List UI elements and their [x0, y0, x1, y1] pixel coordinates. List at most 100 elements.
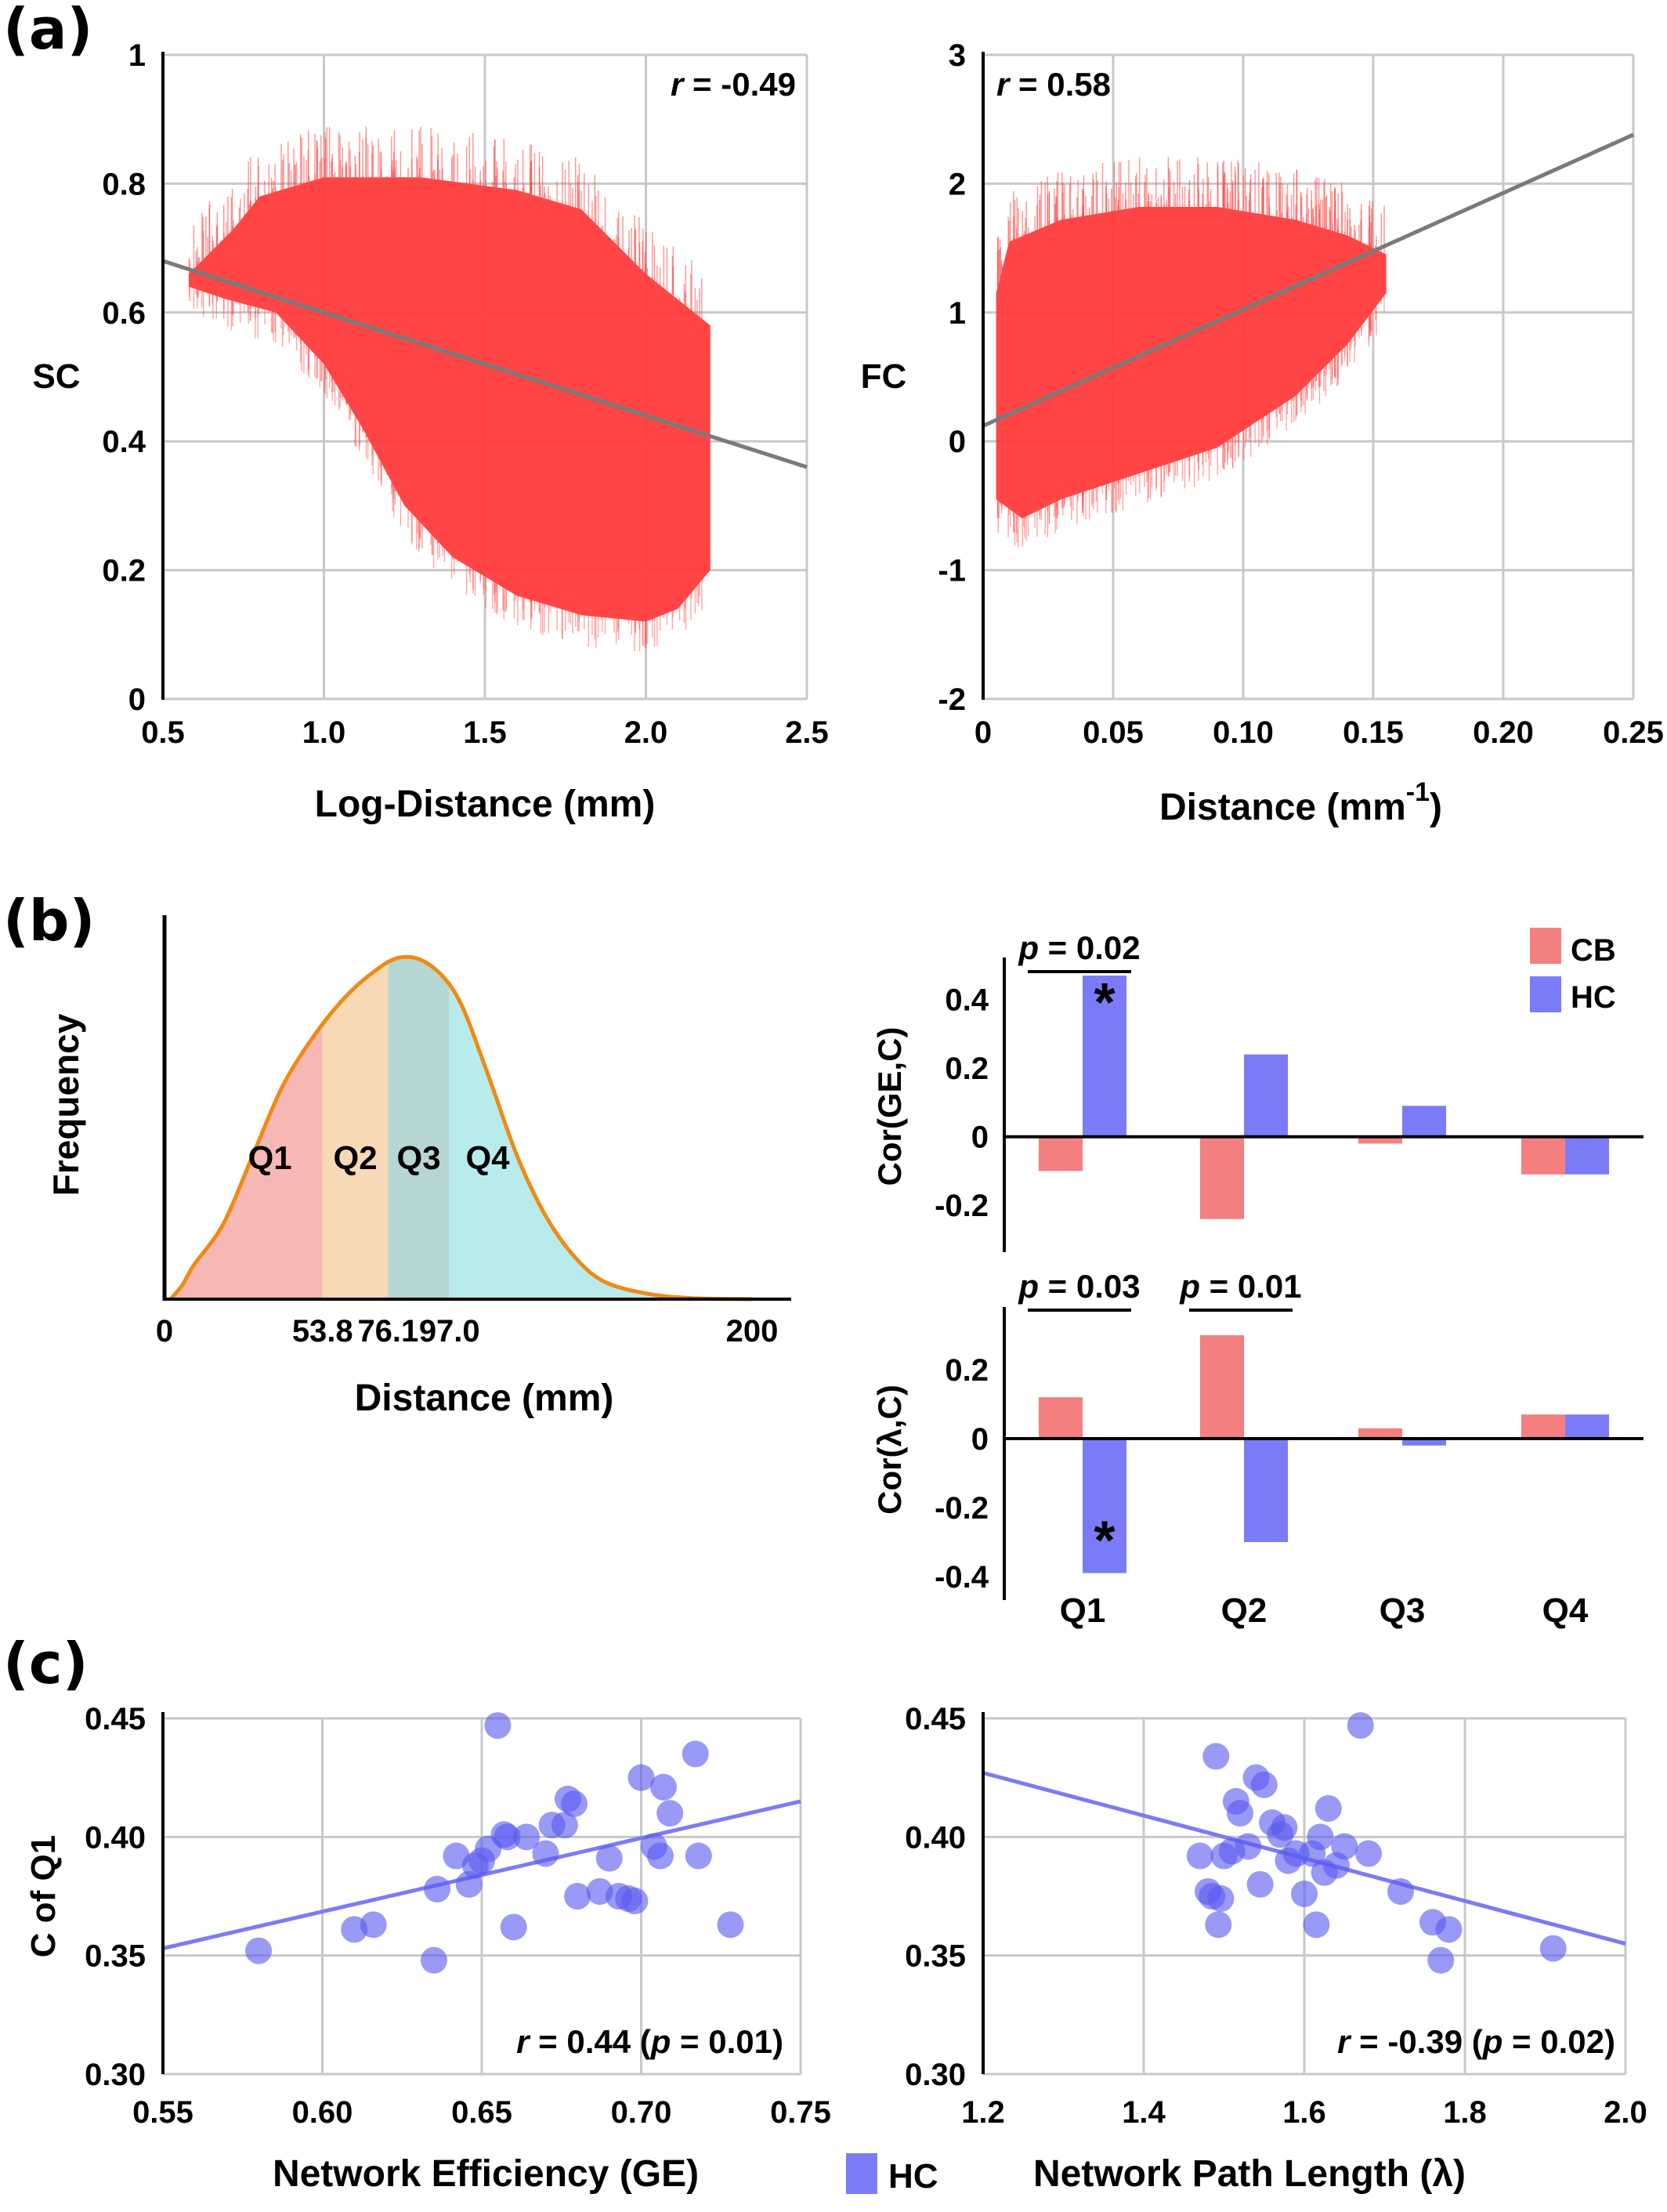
x-tick-label: 53.8	[292, 1314, 353, 1349]
y-tick-labels: 0 0.2 0.4 0.6 0.8 1	[102, 38, 146, 717]
points	[245, 1712, 744, 1974]
data-point	[1291, 1880, 1318, 1907]
r-annotation: r = -0.39 (p = 0.02)	[1337, 2023, 1615, 2060]
quartile-fill-q1	[170, 1023, 323, 1299]
x-axis-label: Distance (mm-1)	[1159, 777, 1442, 828]
data-point	[494, 1823, 521, 1851]
x-axis-label: Distance (mm)	[355, 1378, 614, 1419]
data-point	[717, 1911, 744, 1939]
category-label: Q3	[1380, 1591, 1426, 1630]
y-tick-label: 0.4	[102, 425, 146, 459]
bar-cb-q4	[1521, 1136, 1565, 1175]
quartile-fill-q4	[449, 984, 752, 1299]
y-axis-label: FC	[861, 357, 907, 396]
bar-cb-q3	[1358, 1428, 1402, 1439]
data-point	[1387, 1877, 1414, 1905]
y-tick-label: 0.30	[85, 2058, 146, 2092]
bar-hc-q1	[1083, 1439, 1126, 1573]
y-tick-label: 0.35	[85, 1939, 146, 1974]
y-tick-label: 0.45	[905, 1702, 966, 1736]
data-point	[685, 1842, 712, 1870]
data-point	[551, 1812, 578, 1839]
legend-swatch-cb	[1530, 928, 1561, 964]
p-label: p	[1018, 929, 1039, 966]
category-labels: Q1 Q2 Q3 Q4	[1060, 1591, 1589, 1630]
y-tick-label: 0.8	[102, 167, 146, 201]
density-curve	[168, 954, 753, 1301]
y-tick-label: 0.40	[905, 1820, 966, 1855]
data-point	[682, 1740, 709, 1768]
quartile-label: Q3	[397, 1139, 441, 1176]
x-axis-label: Log-Distance (mm)	[315, 784, 656, 825]
x-tick-label: 2.0	[624, 715, 668, 750]
p-value: = 0.02	[1039, 929, 1141, 966]
bar-hc-q1	[1083, 976, 1126, 1137]
bar-hc-q3	[1402, 1439, 1446, 1446]
x-tick-label: 2.5	[785, 715, 829, 750]
y-tick-labels: 0.30 0.35 0.40 0.45	[905, 1702, 966, 2092]
data-point	[621, 1888, 649, 1915]
y-axis-label: Cor(λ,C)	[871, 1385, 908, 1515]
data-point	[245, 1937, 273, 1964]
r-annotation: r = 0.44 (p = 0.01)	[516, 2023, 783, 2060]
y-tick-label: 0	[971, 1120, 989, 1155]
r-annotation: r = -0.49	[671, 66, 796, 103]
bars	[1039, 976, 1609, 1219]
x-tick-labels: 1.2 1.4 1.6 1.8 2.0	[961, 2095, 1647, 2130]
y-axis-label: Cor(GE,C)	[871, 1027, 908, 1186]
y-tick-label: 3	[949, 38, 966, 73]
bar-hc-q4	[1565, 1414, 1609, 1439]
legend-swatch-hc	[846, 2153, 877, 2194]
data-point	[1246, 1870, 1274, 1898]
quartile-label: Q2	[334, 1139, 378, 1176]
category-label: Q4	[1542, 1591, 1589, 1630]
x-tick-label: 0.20	[1473, 715, 1534, 750]
y-tick-label: 0.2	[102, 554, 146, 588]
y-tick-label: 0	[971, 1422, 989, 1457]
y-tick-labels: 0.30 0.35 0.40 0.45	[85, 1702, 146, 2092]
data-point	[500, 1913, 527, 1941]
bar-cb-q2	[1200, 1136, 1244, 1219]
x-tick-label: 2.0	[1604, 2095, 1647, 2130]
bar-hc-q4	[1565, 1136, 1609, 1175]
quartile-fills	[170, 957, 752, 1299]
data-point	[646, 1842, 674, 1870]
x-tick-label: 1.6	[1282, 2095, 1326, 2130]
panel-label-c: (c)	[3, 1631, 89, 1696]
x-tick-label: 0.55	[132, 2095, 193, 2130]
data-point	[360, 1911, 387, 1939]
data-point	[595, 1845, 623, 1872]
data-point	[484, 1712, 512, 1740]
x-tick-label: 0	[156, 1314, 173, 1349]
legend-label-hc: HC	[1571, 980, 1616, 1015]
data-point	[1355, 1840, 1382, 1867]
bar-cb-q4	[1521, 1414, 1565, 1439]
scatter-spikes	[996, 157, 1385, 548]
data-point	[1331, 1833, 1358, 1860]
y-tick-label: -0.4	[935, 1560, 989, 1595]
data-point	[1205, 1911, 1232, 1939]
x-axis-label: Network Path Length (λ)	[1033, 2153, 1466, 2195]
significance-star: *	[1094, 972, 1116, 1033]
x-tick-labels: 0 53.8 76.1 97.0 200	[156, 1314, 779, 1349]
x-tick-label: 76.1	[357, 1314, 418, 1349]
x-tick-label: 0.65	[451, 2095, 512, 2130]
chart-sc-vs-logdist: 0 0.2 0.4 0.6 0.8 1 0.5 1.0 1.5 2.0 2.5 SC Log-Di…	[32, 38, 828, 825]
x-tick-label: 1.8	[1443, 2095, 1487, 2130]
data-point	[1202, 1743, 1230, 1770]
x-tick-label: 1.4	[1122, 2095, 1166, 2130]
x-tick-label: 0.70	[611, 2095, 672, 2130]
p-value-label: p = 0.01	[1179, 1268, 1301, 1305]
x-tick-label: 0.75	[770, 2095, 831, 2130]
data-point	[649, 1773, 677, 1801]
y-axis-label: C of Q1	[24, 1835, 63, 1957]
legend: CB HC	[1530, 928, 1616, 1015]
y-tick-label: -2	[938, 682, 966, 717]
panel-label-b: (b)	[3, 888, 95, 954]
data-point	[561, 1790, 588, 1817]
chart-c-vs-lambda: 0.30 0.35 0.40 0.45 1.2 1.4 1.6 1.8 2.0 Network…	[905, 1702, 1647, 2195]
legend-swatch-hc	[1530, 976, 1561, 1012]
p-value: = 0.03	[1039, 1268, 1141, 1305]
x-tick-label: 97.0	[419, 1314, 480, 1349]
